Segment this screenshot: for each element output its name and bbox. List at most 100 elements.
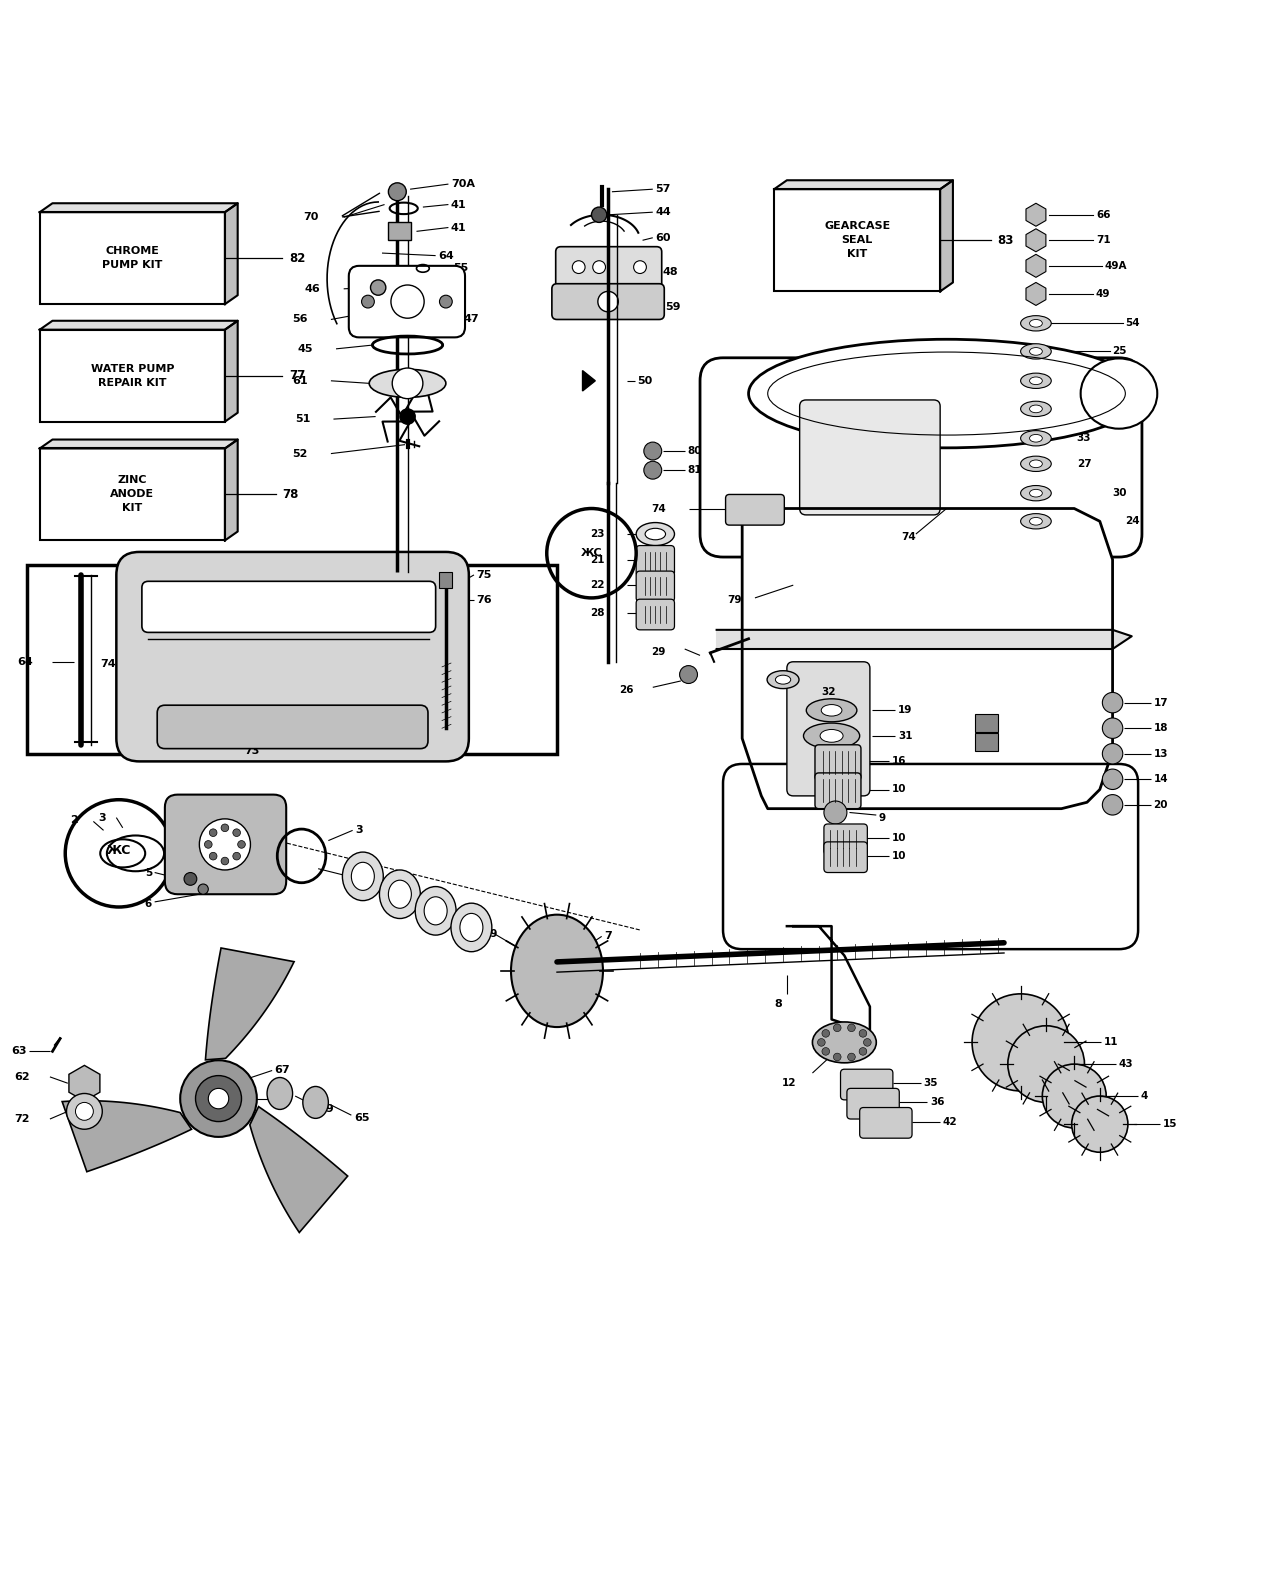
Circle shape (644, 461, 662, 478)
Ellipse shape (415, 886, 456, 935)
Text: 25: 25 (1112, 346, 1128, 357)
Text: 66: 66 (1096, 210, 1111, 219)
Ellipse shape (767, 671, 799, 688)
Text: 74: 74 (101, 660, 116, 669)
Text: ZINC
ANODE
KIT: ZINC ANODE KIT (110, 475, 155, 513)
Polygon shape (717, 630, 1132, 649)
Circle shape (200, 820, 251, 870)
Ellipse shape (1020, 513, 1051, 529)
FancyBboxPatch shape (157, 706, 428, 748)
Circle shape (1102, 744, 1123, 764)
Bar (439, 572, 452, 587)
Ellipse shape (1020, 456, 1051, 472)
Text: 44: 44 (655, 207, 671, 218)
Ellipse shape (1020, 485, 1051, 501)
Text: 22: 22 (590, 579, 604, 591)
Text: 1: 1 (270, 810, 278, 820)
Circle shape (196, 1075, 242, 1121)
Text: 59: 59 (666, 302, 681, 311)
Circle shape (76, 1102, 93, 1121)
Ellipse shape (1020, 373, 1051, 388)
Text: 54: 54 (1125, 319, 1140, 328)
Text: 42: 42 (942, 1116, 957, 1126)
Text: 18: 18 (1153, 723, 1167, 733)
Text: 14: 14 (1153, 774, 1169, 785)
Text: 64: 64 (438, 251, 454, 261)
Ellipse shape (511, 914, 603, 1026)
FancyBboxPatch shape (165, 794, 287, 894)
Text: 27: 27 (1076, 459, 1092, 469)
Circle shape (439, 295, 452, 308)
Text: 5: 5 (145, 867, 152, 878)
Circle shape (859, 1047, 867, 1055)
FancyBboxPatch shape (700, 358, 1142, 557)
Ellipse shape (822, 704, 842, 715)
Ellipse shape (343, 853, 383, 900)
Text: 65: 65 (353, 1113, 370, 1123)
Text: 53: 53 (1125, 376, 1140, 385)
Text: 3: 3 (99, 813, 106, 823)
Circle shape (361, 295, 374, 308)
Text: 13: 13 (1153, 748, 1167, 759)
FancyBboxPatch shape (824, 842, 868, 873)
Circle shape (847, 1053, 855, 1061)
Text: 31: 31 (899, 731, 913, 741)
Text: 48: 48 (663, 267, 678, 278)
Text: 81: 81 (687, 466, 701, 475)
Text: 17: 17 (1153, 698, 1169, 707)
Circle shape (399, 409, 415, 425)
Circle shape (67, 1094, 102, 1129)
Ellipse shape (1029, 347, 1042, 355)
Ellipse shape (1029, 434, 1042, 442)
Circle shape (644, 442, 662, 459)
Text: 68: 68 (275, 1094, 291, 1104)
FancyBboxPatch shape (723, 764, 1138, 949)
FancyBboxPatch shape (552, 284, 664, 319)
Ellipse shape (351, 862, 374, 891)
Text: 74: 74 (901, 532, 916, 542)
Text: ЖС: ЖС (581, 548, 603, 559)
Text: 8: 8 (774, 1000, 782, 1009)
Ellipse shape (1020, 316, 1051, 332)
FancyBboxPatch shape (841, 1069, 893, 1101)
FancyBboxPatch shape (815, 745, 861, 780)
Polygon shape (250, 1107, 348, 1233)
Ellipse shape (813, 1022, 877, 1063)
Ellipse shape (268, 1077, 293, 1110)
Circle shape (818, 1039, 826, 1047)
Text: 28: 28 (590, 608, 604, 619)
Ellipse shape (820, 729, 844, 742)
Text: 67: 67 (275, 1066, 291, 1075)
Text: 2: 2 (70, 815, 78, 826)
Circle shape (180, 1060, 257, 1137)
Text: 23: 23 (590, 529, 604, 538)
Ellipse shape (636, 523, 675, 546)
Text: 63: 63 (12, 1047, 27, 1056)
Circle shape (591, 207, 607, 223)
Polygon shape (787, 927, 870, 1033)
Ellipse shape (804, 723, 860, 748)
Circle shape (824, 801, 847, 824)
FancyBboxPatch shape (636, 598, 675, 630)
Text: 62: 62 (14, 1072, 29, 1082)
Ellipse shape (1029, 459, 1042, 467)
Text: 70: 70 (303, 212, 319, 223)
Circle shape (388, 183, 406, 201)
Text: WATER PUMP
REPAIR KIT: WATER PUMP REPAIR KIT (91, 363, 174, 388)
Circle shape (221, 824, 229, 832)
Text: 64: 64 (18, 657, 33, 666)
Text: 72: 72 (14, 1115, 29, 1124)
Bar (774, 189, 940, 292)
Ellipse shape (379, 870, 420, 919)
Circle shape (833, 1053, 841, 1061)
Ellipse shape (806, 699, 856, 722)
FancyBboxPatch shape (636, 572, 675, 602)
FancyBboxPatch shape (787, 662, 870, 796)
Polygon shape (40, 439, 238, 448)
Text: 49: 49 (1096, 289, 1111, 298)
Ellipse shape (1029, 377, 1042, 385)
Text: 46: 46 (305, 284, 321, 294)
Circle shape (634, 261, 646, 273)
Text: 34: 34 (410, 894, 425, 905)
Text: 78: 78 (283, 488, 298, 501)
